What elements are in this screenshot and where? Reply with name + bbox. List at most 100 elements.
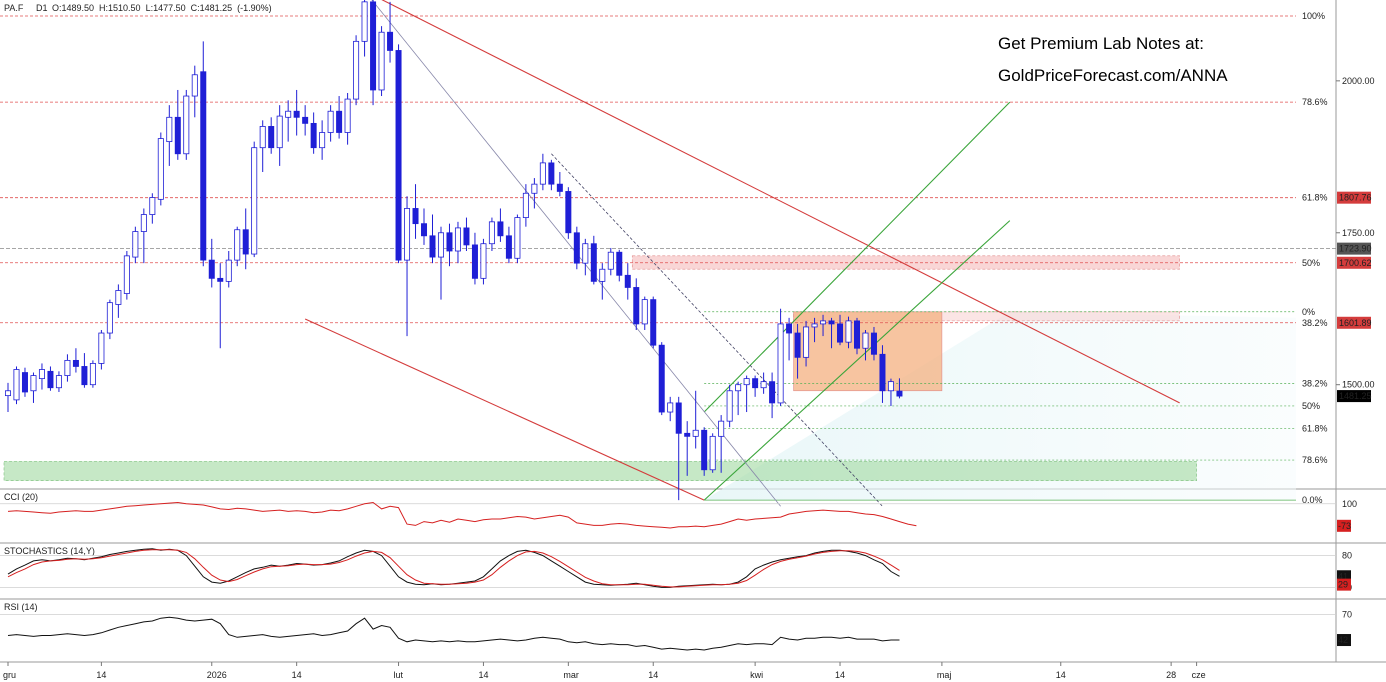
candle-bear xyxy=(548,162,555,185)
candle xyxy=(803,320,810,367)
candle-bull xyxy=(361,1,368,42)
candle-bear xyxy=(293,110,300,118)
candle xyxy=(251,141,258,258)
candle-bull xyxy=(845,320,852,343)
candle xyxy=(599,263,606,300)
candle xyxy=(531,178,538,209)
fib-major-label: 61.8% xyxy=(1302,193,1328,203)
candle xyxy=(344,93,351,145)
candle xyxy=(353,35,360,106)
candle-bear xyxy=(217,277,224,282)
candle xyxy=(820,314,827,337)
price-tag-label: 1723.90 xyxy=(1339,244,1372,254)
candle xyxy=(794,323,801,379)
fib-minor-label: 50% xyxy=(1302,401,1320,411)
candle-bear xyxy=(471,244,478,279)
candle-bull xyxy=(726,390,733,422)
time-tick-label: gru xyxy=(3,670,16,680)
candle-bear xyxy=(268,126,275,149)
candle xyxy=(497,208,504,242)
candle-bear xyxy=(302,116,309,124)
stoch-value-tag: 29 xyxy=(1338,580,1348,590)
candle-bull xyxy=(157,138,164,200)
candle xyxy=(319,120,326,160)
candle xyxy=(480,238,487,285)
promo-line-2[interactable]: GoldPriceForecast.com/ANNA xyxy=(998,66,1228,85)
thin-diag-1 xyxy=(371,0,781,507)
candle xyxy=(454,221,461,264)
time-tick-label: 28 xyxy=(1166,670,1176,680)
candle xyxy=(166,105,173,166)
candle-bull xyxy=(30,375,37,392)
time-tick-label: 14 xyxy=(835,670,845,680)
candle-bear xyxy=(429,235,436,258)
time-tick-label: 14 xyxy=(648,670,658,680)
projection-shade xyxy=(704,311,1296,501)
price-tag-label: 1700.62 xyxy=(1339,258,1372,268)
candle xyxy=(55,371,62,392)
stoch-title: STOCHASTICS (14,Y) xyxy=(4,546,95,556)
candle-bear xyxy=(573,232,580,264)
candle xyxy=(327,105,334,142)
stoch-value-tag: 41 xyxy=(1338,571,1348,581)
candle xyxy=(616,249,623,282)
candle-bull xyxy=(327,110,334,133)
candle xyxy=(123,251,130,300)
candle-bull xyxy=(488,221,495,245)
time-tick-label: 14 xyxy=(1056,670,1066,680)
candle-bear xyxy=(896,390,903,397)
candle-bull xyxy=(735,384,742,392)
candle xyxy=(633,278,640,330)
candle-bull xyxy=(539,162,546,185)
candle-bear xyxy=(828,320,835,325)
candle xyxy=(89,360,96,388)
candle-bear xyxy=(446,232,453,252)
candle-bull xyxy=(599,268,606,282)
candle xyxy=(395,44,402,264)
candle-bull xyxy=(811,323,818,328)
candle-bull xyxy=(709,435,716,471)
candle xyxy=(769,372,776,419)
candle-bear xyxy=(21,372,28,393)
candle-bull xyxy=(225,259,232,282)
stoch-tick-label: 80 xyxy=(1342,551,1352,561)
candle-bull xyxy=(106,302,113,334)
candle-bear xyxy=(421,223,428,237)
candle-bull xyxy=(803,326,810,358)
candle xyxy=(667,396,674,422)
time-tick-label: 2026 xyxy=(207,670,227,680)
candle-bull xyxy=(454,227,461,252)
candle xyxy=(378,26,385,97)
candle-bull xyxy=(64,359,71,376)
candle xyxy=(404,196,411,337)
candle-bull xyxy=(234,229,241,261)
fib-minor-label: 78.6% xyxy=(1302,455,1328,465)
candle xyxy=(573,226,580,270)
candle-bear xyxy=(650,299,657,346)
candle-bear xyxy=(794,332,801,358)
candle-bear xyxy=(208,259,215,279)
candle-bull xyxy=(251,147,258,255)
candle-bull xyxy=(641,299,648,325)
candle-bull xyxy=(115,290,122,305)
candle-bear xyxy=(879,353,886,392)
candle-bear xyxy=(370,1,377,91)
fib-minor-label: 38.2% xyxy=(1302,378,1328,388)
rsi-series-line xyxy=(7,616,900,651)
candle-bear xyxy=(174,116,181,155)
candle-bull xyxy=(344,98,351,133)
fib-minor-label: 0% xyxy=(1302,307,1315,317)
candle-bull xyxy=(743,378,750,386)
candle-bear xyxy=(624,274,631,288)
candle-bull xyxy=(13,369,20,401)
candle-bear xyxy=(395,50,402,261)
price-tag-box xyxy=(1337,256,1371,269)
candle xyxy=(607,247,614,276)
promo-line-1: Get Premium Lab Notes at: xyxy=(998,34,1204,53)
stoch-value-tag-box xyxy=(1337,578,1351,591)
candle-bear xyxy=(786,323,793,334)
cci-value-tag: -73 xyxy=(1338,521,1351,531)
candle xyxy=(285,100,292,142)
candle-bull xyxy=(191,74,198,97)
price-tick-label: 1750.00 xyxy=(1342,228,1375,238)
